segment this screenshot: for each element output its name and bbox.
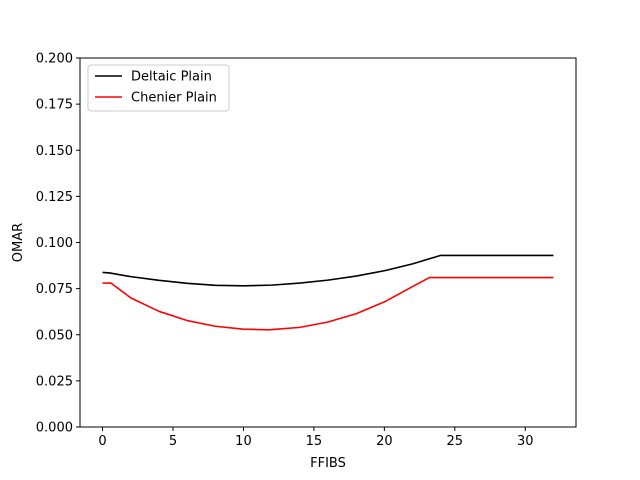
x-tick-label: 15	[306, 434, 323, 449]
y-tick-label: 0.025	[36, 374, 73, 389]
y-tick-label: 0.175	[36, 98, 73, 113]
y-tick-label: 0.075	[36, 282, 73, 297]
series-line-deltaic-plain	[102, 254, 554, 287]
plot-area	[80, 58, 576, 427]
series-layer	[102, 254, 554, 331]
y-tick-label: 0.125	[36, 190, 73, 205]
x-axis-ticks: 0 5 10 15 20 25 30	[98, 427, 534, 449]
x-tick-label: 0	[98, 434, 106, 449]
x-tick-label: 5	[169, 434, 177, 449]
y-tick-label: 0.100	[36, 236, 73, 251]
x-axis-label: FFIBS	[310, 456, 346, 471]
legend: Deltaic Plain Chenier Plain	[87, 64, 230, 112]
y-axis-ticks: 0.000 0.025 0.050 0.075 0.100 0.125 0.150 0.175…	[36, 52, 80, 436]
y-axis-label: OMAR	[11, 223, 26, 262]
y-tick-label: 0.000	[36, 421, 73, 436]
y-tick-label: 0.200	[36, 52, 73, 67]
series-line-chenier-plain	[102, 276, 554, 331]
x-tick-label: 25	[447, 434, 464, 449]
x-tick-label: 10	[235, 434, 252, 449]
x-tick-label: 30	[517, 434, 534, 449]
legend-box	[87, 64, 230, 112]
x-tick-label: 20	[376, 434, 393, 449]
legend-label-deltaic-plain: Deltaic Plain	[131, 70, 212, 85]
y-tick-label: 0.150	[36, 144, 73, 159]
y-tick-label: 0.050	[36, 328, 73, 343]
legend-label-chenier-plain: Chenier Plain	[131, 91, 217, 106]
